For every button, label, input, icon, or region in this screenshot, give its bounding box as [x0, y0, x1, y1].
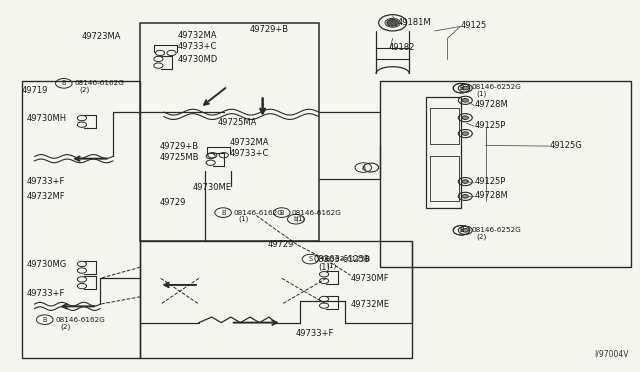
Text: 49182: 49182	[389, 43, 415, 52]
Text: B: B	[460, 85, 464, 91]
Text: 49729: 49729	[268, 240, 294, 249]
Text: 49729: 49729	[159, 198, 186, 207]
Text: 08146-6162G: 08146-6162G	[56, 317, 106, 323]
Text: 49723MA: 49723MA	[82, 32, 121, 41]
Text: 49733+C: 49733+C	[230, 149, 269, 158]
Circle shape	[387, 19, 398, 26]
Text: 49125P: 49125P	[474, 177, 506, 186]
Text: 49730MG: 49730MG	[27, 260, 67, 269]
Text: 49725MB: 49725MB	[159, 153, 199, 162]
Circle shape	[462, 132, 468, 135]
Text: 49730MH: 49730MH	[27, 114, 67, 123]
Text: a: a	[361, 164, 365, 170]
Text: 49732MF: 49732MF	[27, 192, 65, 201]
Text: 49728M: 49728M	[474, 191, 508, 200]
Text: 49729+B: 49729+B	[250, 25, 289, 33]
Text: (2): (2)	[476, 234, 486, 240]
Text: B: B	[61, 80, 66, 86]
Text: 49733+F: 49733+F	[296, 329, 334, 338]
Text: B: B	[221, 209, 225, 216]
Text: 49732ME: 49732ME	[351, 300, 390, 310]
Circle shape	[462, 99, 468, 102]
Text: B: B	[460, 227, 464, 233]
Text: (1): (1)	[326, 262, 337, 269]
Text: B: B	[280, 209, 284, 216]
Text: S: S	[308, 256, 312, 262]
Text: 49725MA: 49725MA	[218, 118, 257, 127]
Text: (1): (1)	[239, 216, 249, 222]
Text: B: B	[460, 227, 464, 233]
Text: 49733+F: 49733+F	[27, 289, 65, 298]
Text: 49732MA: 49732MA	[177, 31, 217, 40]
Text: I/97004V: I/97004V	[595, 350, 629, 359]
Text: B: B	[42, 317, 47, 323]
Text: B: B	[460, 85, 464, 91]
Circle shape	[462, 86, 468, 90]
Text: 49125: 49125	[460, 21, 486, 30]
Circle shape	[462, 195, 468, 198]
Text: 49125P: 49125P	[474, 121, 506, 129]
Circle shape	[462, 228, 468, 232]
Text: 49181M: 49181M	[397, 18, 431, 27]
Text: 49732MA: 49732MA	[230, 138, 269, 147]
Text: (1): (1)	[296, 216, 306, 222]
Text: 49719: 49719	[22, 86, 48, 94]
Text: 49730MD: 49730MD	[177, 55, 218, 64]
Text: (1): (1)	[319, 263, 330, 272]
Text: 49729+B: 49729+B	[159, 142, 198, 151]
Text: (2): (2)	[60, 323, 70, 330]
Text: 49730MF: 49730MF	[351, 274, 389, 283]
Text: 08146-6252G: 08146-6252G	[472, 227, 522, 233]
Text: 08363-6125B: 08363-6125B	[314, 254, 371, 264]
Text: (1): (1)	[476, 90, 486, 97]
Text: 49730ME: 49730ME	[193, 183, 232, 192]
Text: 49733+F: 49733+F	[27, 177, 65, 186]
Text: 49733+C: 49733+C	[177, 42, 216, 51]
Text: 08146-6252G: 08146-6252G	[472, 84, 522, 90]
Text: 08146-6162G: 08146-6162G	[291, 209, 341, 216]
Text: 49728M: 49728M	[474, 100, 508, 109]
Circle shape	[462, 116, 468, 119]
Text: b: b	[294, 216, 298, 222]
Text: 08146-6162G: 08146-6162G	[75, 80, 125, 86]
Text: (2): (2)	[79, 87, 90, 93]
Circle shape	[462, 180, 468, 183]
Text: 49125G: 49125G	[549, 141, 582, 150]
Text: 08146-6162G: 08146-6162G	[234, 209, 284, 216]
Text: 08363-6125B: 08363-6125B	[321, 256, 371, 262]
